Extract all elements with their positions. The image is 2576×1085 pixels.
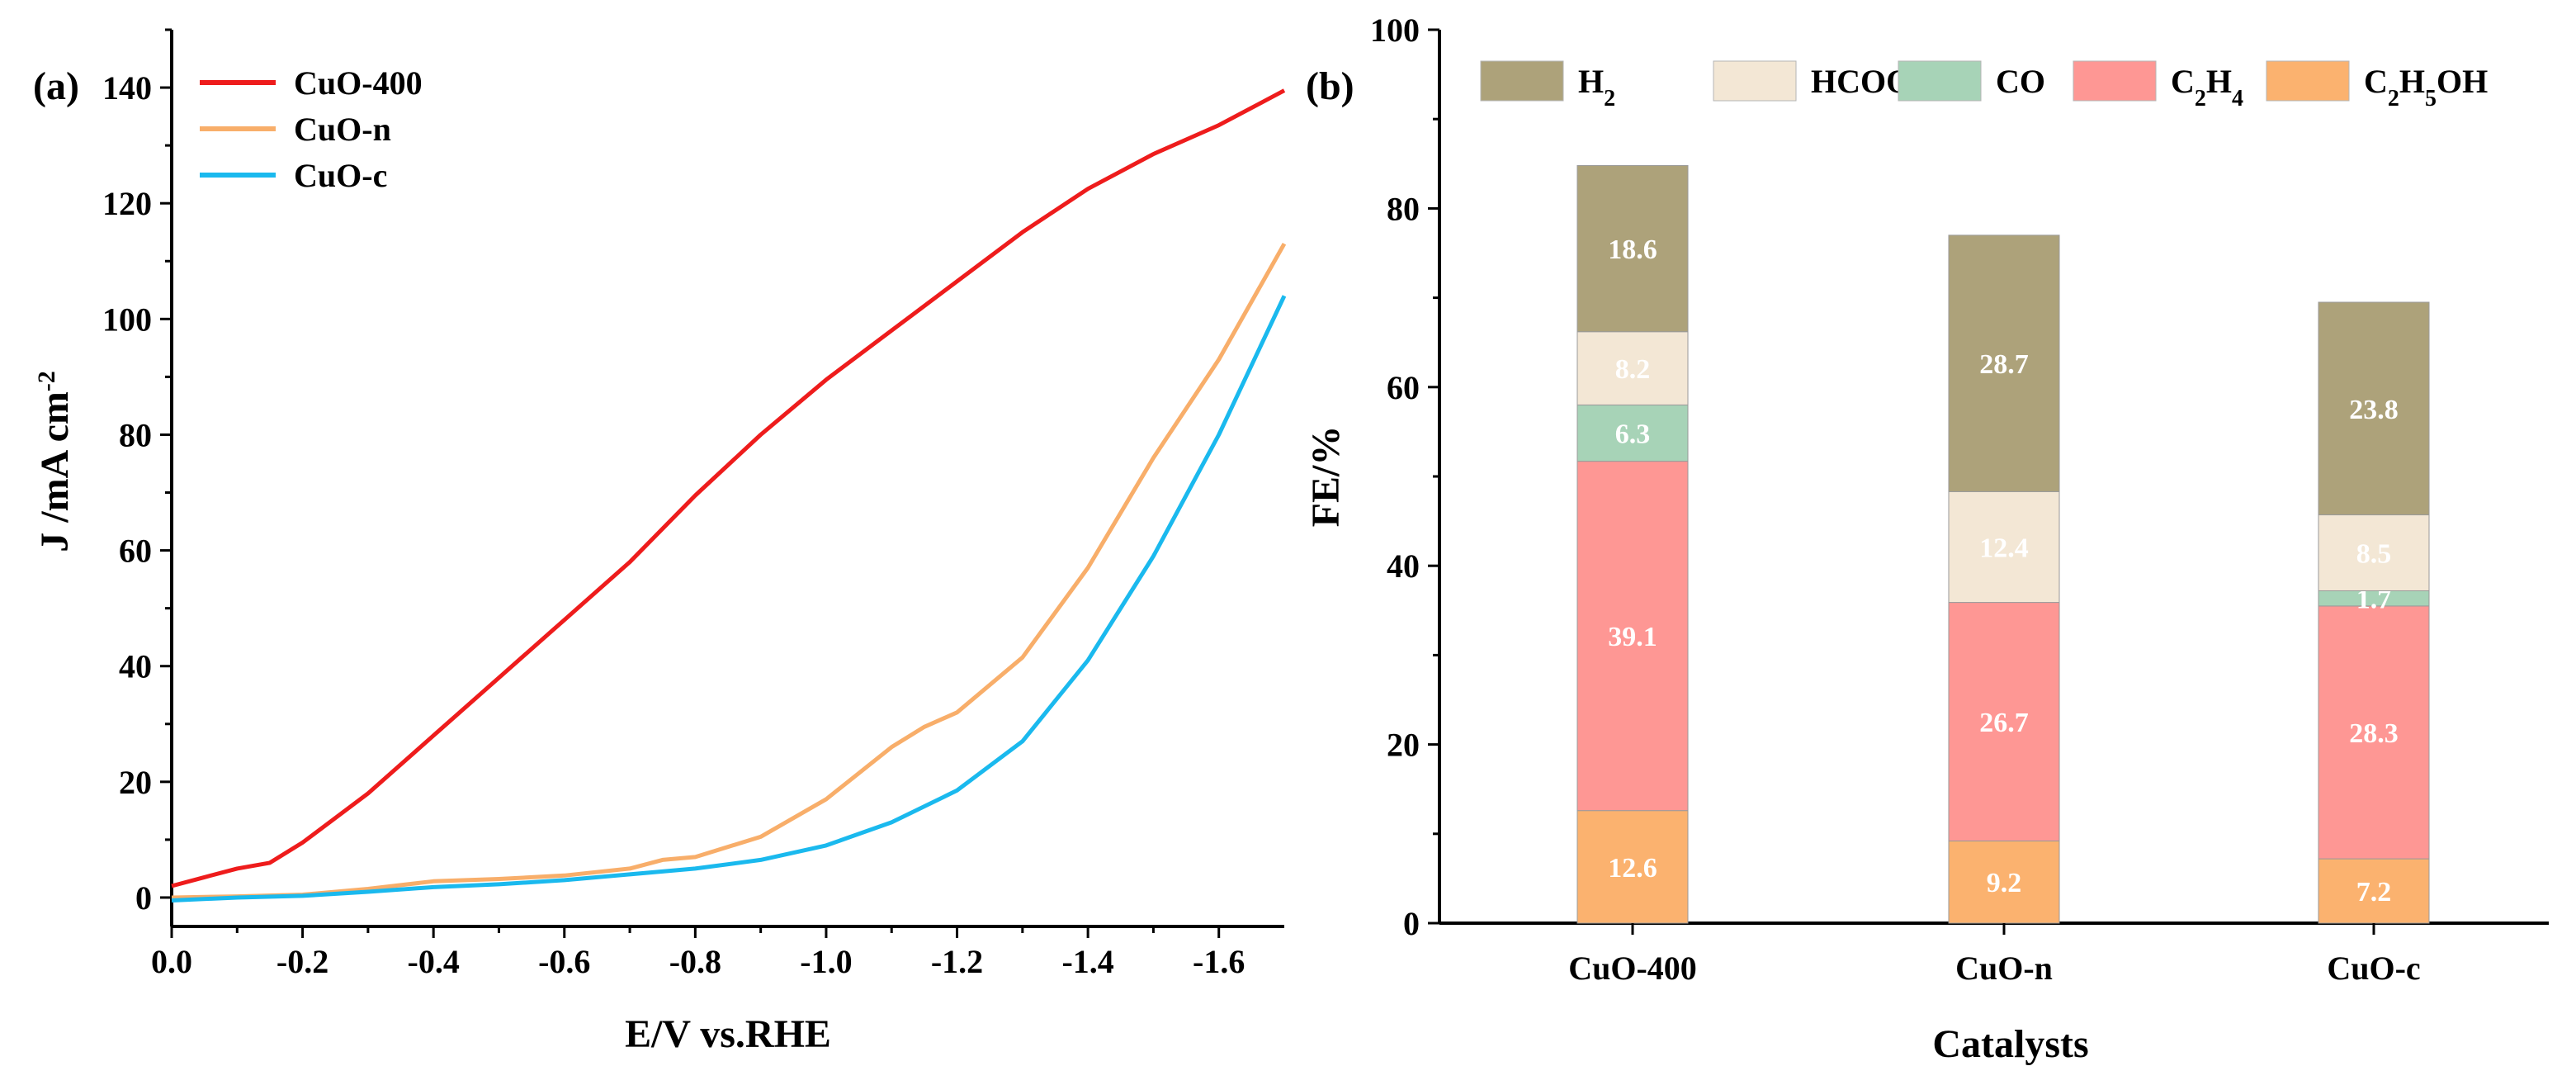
legend-label-cuo-n: CuO-n: [294, 111, 391, 148]
bar-value-label: 12.4: [1979, 533, 2029, 563]
legend-label-c2h5oh: C2H5OH: [2364, 63, 2488, 111]
legend-label-c2h4: C2H4: [2171, 63, 2243, 111]
bar-segment-hcooh: [2318, 514, 2430, 591]
y-tick-label: 100: [1370, 12, 1420, 49]
bar-segment-c2h5oh: [1948, 840, 2060, 924]
bar-segment-h2: [1576, 164, 1689, 333]
bar-segment-co: [1576, 404, 1689, 462]
bar-value-label: 28.3: [2349, 718, 2399, 749]
y-tick-label: 20: [1387, 727, 1420, 764]
x-tick-label: CuO-400: [1568, 950, 1697, 987]
y-tick-label: 40: [1387, 547, 1420, 585]
bar-value-label: 8.2: [1615, 354, 1651, 385]
y-axis-title: J /mA cm-2: [33, 371, 78, 552]
bar-segment-hcooh: [1576, 331, 1689, 405]
legend-label-cuo-400: CuO-400: [294, 64, 423, 102]
x-tick-label: -0.6: [538, 943, 590, 980]
y-tick-label: 60: [119, 533, 152, 570]
x-tick-label: -1.6: [1193, 943, 1245, 980]
bar-segment-hcooh: [1948, 490, 2060, 604]
bar-value-label: 12.6: [1608, 853, 1657, 884]
y-tick-label: 0: [1403, 905, 1420, 942]
x-tick-label: CuO-n: [1955, 950, 2053, 987]
bar-value-label: 26.7: [1979, 708, 2029, 738]
x-axis-title: E/V vs.RHE: [625, 1012, 831, 1056]
bar-value-label: 9.2: [1987, 868, 2022, 898]
legend-swatch-h2: [1480, 60, 1564, 102]
panel-b-fe-bar-chart: 0 20 40 60 80 100 12.6 39.1 6.3 8.2 18.6 CuO-400 9.2…: [1304, 12, 2549, 1066]
x-tick-label: -0.8: [669, 943, 721, 980]
x-tick-label: CuO-c: [2327, 950, 2420, 987]
panel-a-lsv-chart: 0.0 -0.2 -0.4 -0.6 -0.8 -1.0 -1.2 -1.4 -1.6 0 20 40…: [33, 28, 1287, 1056]
y-tick-label: 0: [135, 879, 152, 917]
legend-swatch-c2h5oh: [2266, 60, 2350, 102]
legend-swatch-c2h4: [2073, 60, 2157, 102]
bar-segment-c2h5oh: [2318, 858, 2430, 924]
legend-label-co: CO: [1996, 63, 2045, 100]
panel-label-b: (b): [1306, 64, 1354, 108]
legend-swatch-co: [1898, 60, 1982, 102]
y-tick-label: 120: [102, 185, 152, 222]
bar-value-label: 18.6: [1608, 235, 1657, 265]
series-line-cuo-c: [171, 295, 1287, 903]
legend-swatch-hcooh: [1713, 60, 1797, 102]
bar-value-label: 6.3: [1615, 419, 1651, 450]
panel-label-a: (a): [33, 64, 79, 108]
y-axis-title: FE/%: [1304, 426, 1348, 528]
bar-value-label: 39.1: [1608, 622, 1657, 652]
bar-value-label: 28.7: [1979, 349, 2029, 380]
x-axis-title: Catalysts: [1932, 1022, 2088, 1066]
legend-label-h2: H2: [1578, 63, 1615, 111]
bar-segment-c2h4: [1576, 461, 1689, 812]
x-tick-label: -1.0: [800, 943, 852, 980]
y-tick-label: 60: [1387, 369, 1420, 406]
y-tick-label: 140: [102, 69, 152, 107]
bar-segment-c2h5oh: [1576, 810, 1689, 924]
y-tick-label: 40: [119, 648, 152, 685]
legend-label-cuo-c: CuO-c: [294, 157, 387, 194]
bar-segment-c2h4: [1948, 602, 2060, 841]
x-tick-label: 0.0: [151, 943, 192, 980]
bar-segment-h2: [1948, 235, 2060, 492]
x-tick-label: -0.4: [408, 943, 460, 980]
bar-segment-h2: [2318, 301, 2430, 516]
series-line-cuo-n: [171, 242, 1287, 900]
x-tick-label: -1.2: [931, 943, 983, 980]
bar-value-label: 7.2: [2356, 877, 2392, 907]
y-tick-label: 80: [1387, 190, 1420, 227]
y-tick-label: 100: [102, 301, 152, 338]
bar-segment-c2h4: [2318, 605, 2430, 860]
bar-value-label: 23.8: [2349, 395, 2399, 425]
bar-value-label: 8.5: [2356, 539, 2392, 570]
y-tick-label: 80: [119, 416, 152, 453]
series-line-cuo-400: [171, 88, 1286, 888]
x-tick-label: -0.2: [277, 943, 328, 980]
x-tick-label: -1.4: [1061, 943, 1113, 980]
y-tick-label: 20: [119, 764, 152, 801]
